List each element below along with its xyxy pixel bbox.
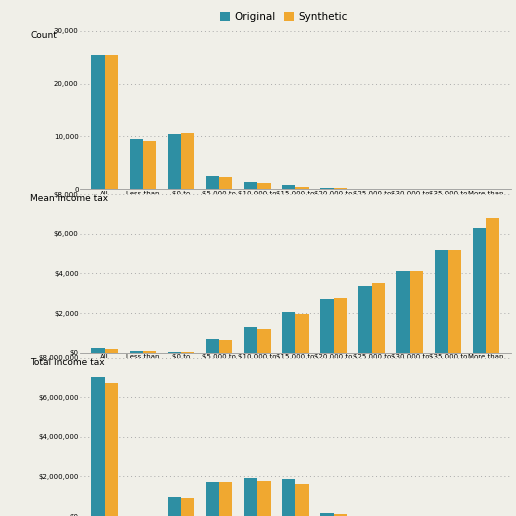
Bar bbox=[333, 298, 347, 352]
Bar bbox=[358, 286, 372, 352]
Bar bbox=[448, 250, 461, 352]
Bar bbox=[486, 218, 499, 352]
Bar bbox=[143, 141, 156, 189]
Bar bbox=[181, 351, 195, 352]
Bar bbox=[295, 314, 309, 352]
Bar bbox=[320, 188, 333, 189]
Bar bbox=[91, 55, 105, 189]
Bar bbox=[282, 312, 295, 352]
Bar bbox=[473, 228, 486, 352]
Text: Total income tax: Total income tax bbox=[30, 358, 105, 367]
Bar bbox=[282, 185, 295, 189]
Bar bbox=[333, 188, 347, 189]
X-axis label: AGI group: AGI group bbox=[271, 369, 320, 379]
Bar bbox=[320, 513, 333, 516]
Bar bbox=[105, 383, 118, 516]
Bar bbox=[257, 183, 270, 189]
Bar bbox=[130, 351, 143, 352]
Bar bbox=[105, 55, 118, 189]
Bar bbox=[244, 327, 257, 352]
Text: Count: Count bbox=[30, 31, 57, 40]
Bar bbox=[372, 283, 385, 352]
Bar bbox=[295, 485, 309, 516]
Legend: Original, Synthetic: Original, Synthetic bbox=[216, 8, 352, 26]
Bar bbox=[91, 348, 105, 352]
Bar bbox=[168, 497, 181, 516]
Bar bbox=[181, 133, 195, 189]
Bar bbox=[206, 338, 219, 352]
Bar bbox=[206, 482, 219, 516]
Bar bbox=[219, 176, 233, 189]
Text: Mean income tax: Mean income tax bbox=[30, 195, 108, 203]
Bar bbox=[434, 250, 448, 352]
Bar bbox=[257, 329, 270, 352]
Bar bbox=[143, 351, 156, 352]
Bar bbox=[320, 299, 333, 352]
Bar bbox=[282, 479, 295, 516]
Bar bbox=[206, 176, 219, 189]
Bar bbox=[168, 134, 181, 189]
Bar bbox=[396, 270, 410, 352]
Bar bbox=[295, 187, 309, 189]
Bar bbox=[105, 349, 118, 352]
Bar bbox=[219, 340, 233, 352]
Bar bbox=[219, 482, 233, 516]
Bar bbox=[181, 498, 195, 516]
X-axis label: AGI group: AGI group bbox=[271, 206, 320, 216]
Bar bbox=[410, 270, 423, 352]
Bar bbox=[91, 377, 105, 516]
Bar bbox=[333, 514, 347, 516]
Bar bbox=[130, 139, 143, 189]
Bar bbox=[244, 182, 257, 189]
Bar bbox=[257, 481, 270, 516]
Bar bbox=[244, 478, 257, 516]
